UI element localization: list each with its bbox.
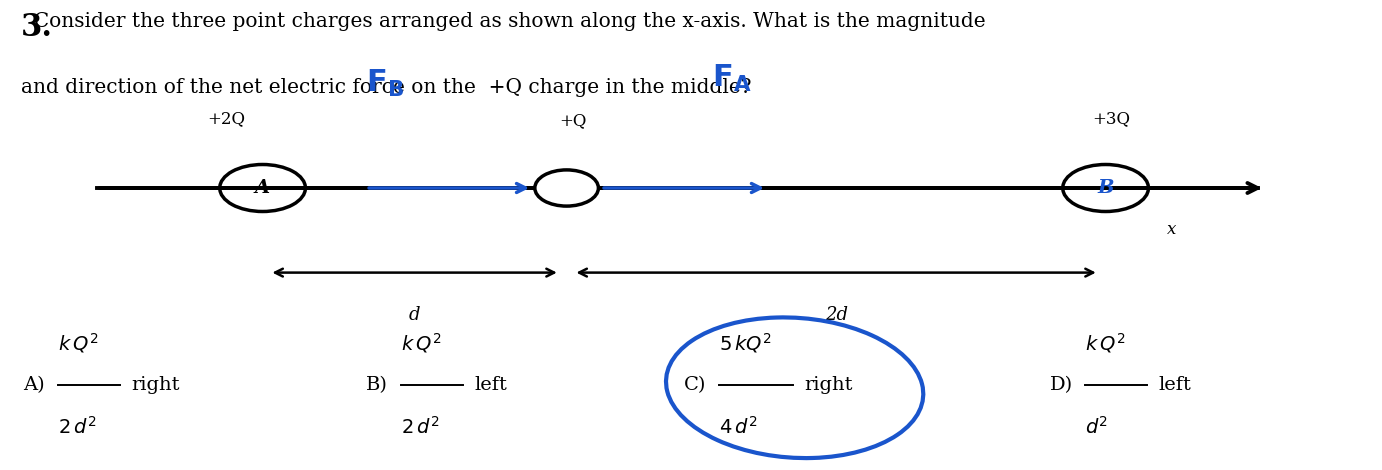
Text: $4\,d^2$: $4\,d^2$ xyxy=(719,416,757,438)
Text: Consider the three point charges arranged as shown along the x-axis. What is the: Consider the three point charges arrange… xyxy=(21,12,985,31)
Text: A): A) xyxy=(23,376,46,394)
Text: x: x xyxy=(1168,221,1176,238)
Ellipse shape xyxy=(535,170,598,206)
Text: +2Q: +2Q xyxy=(207,110,245,127)
Text: and direction of the net electric force on the  +Q charge in the middle?: and direction of the net electric force … xyxy=(21,78,752,96)
Text: D): D) xyxy=(1050,376,1074,394)
Text: 3.: 3. xyxy=(21,12,53,43)
Text: $k\,Q^2$: $k\,Q^2$ xyxy=(1085,331,1125,355)
Text: d: d xyxy=(409,306,420,323)
Text: left: left xyxy=(1158,376,1191,394)
Text: $k\,Q^2$: $k\,Q^2$ xyxy=(401,331,441,355)
Text: $5\,kQ^2$: $5\,kQ^2$ xyxy=(719,331,771,355)
Text: +3Q: +3Q xyxy=(1092,110,1129,127)
Text: right: right xyxy=(804,376,853,394)
Text: 2d: 2d xyxy=(825,306,847,323)
Text: $2\,d^2$: $2\,d^2$ xyxy=(58,416,97,438)
Text: B): B) xyxy=(366,376,388,394)
Text: $\mathbf{F_A}$: $\mathbf{F_A}$ xyxy=(712,63,752,94)
Text: +Q: +Q xyxy=(560,112,587,129)
Text: B: B xyxy=(1097,179,1114,197)
Text: $2\,d^2$: $2\,d^2$ xyxy=(401,416,439,438)
Text: right: right xyxy=(131,376,180,394)
Text: left: left xyxy=(474,376,507,394)
Text: A: A xyxy=(256,179,269,197)
Text: $d^2$: $d^2$ xyxy=(1085,416,1108,438)
Text: $k\,Q^2$: $k\,Q^2$ xyxy=(58,331,98,355)
Text: $\mathbf{F_B}$: $\mathbf{F_B}$ xyxy=(366,68,405,99)
Text: C): C) xyxy=(684,376,706,394)
